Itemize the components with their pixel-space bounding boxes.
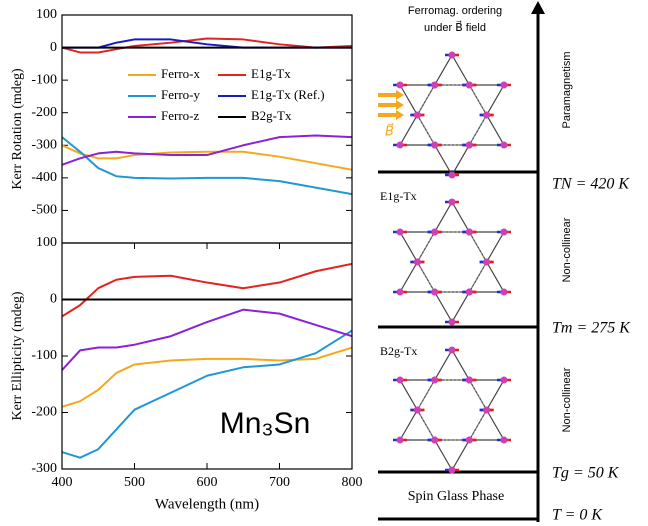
lattice-bond bbox=[417, 380, 486, 440]
phase-label: Spin Glass Phase bbox=[408, 489, 504, 504]
atom bbox=[500, 437, 507, 444]
structure-label: E1g-Tx bbox=[380, 189, 417, 203]
atom bbox=[466, 377, 473, 384]
chart-panel: -300 -200 -100 0 100 400 500 600 700 800 Kerr Elli… bbox=[10, 235, 362, 512]
diagram-title: under B⃗ field bbox=[424, 20, 486, 34]
figure: Ferromag. ordering under B⃗ field Parama… bbox=[0, 0, 648, 526]
series-line bbox=[62, 310, 352, 370]
atom bbox=[449, 172, 456, 179]
y-tick-label: -100 bbox=[31, 72, 57, 87]
x-tick-label: 400 bbox=[52, 475, 73, 490]
atom bbox=[500, 289, 507, 296]
atom bbox=[466, 289, 473, 296]
atom bbox=[431, 229, 438, 236]
atom bbox=[449, 52, 456, 59]
legend-label: Ferro-z bbox=[161, 108, 199, 123]
axis-arrowhead bbox=[531, 1, 545, 14]
atom bbox=[414, 112, 421, 119]
diagram-title: Ferromag. ordering bbox=[408, 5, 502, 17]
atom bbox=[397, 289, 404, 296]
atom bbox=[500, 82, 507, 89]
atom bbox=[431, 437, 438, 444]
atom bbox=[483, 407, 490, 414]
atom bbox=[431, 377, 438, 384]
legend-label: E1g-Tx bbox=[251, 66, 291, 81]
transition-label: TN = 420 K bbox=[552, 176, 630, 193]
y-tick-label: -300 bbox=[31, 138, 57, 153]
lattice-bond bbox=[417, 232, 486, 292]
y-tick-label: -200 bbox=[31, 405, 57, 420]
atom bbox=[449, 347, 456, 354]
legend-label: Ferro-y bbox=[161, 87, 200, 102]
atom bbox=[466, 82, 473, 89]
atom bbox=[397, 437, 404, 444]
atom bbox=[449, 467, 456, 474]
atom bbox=[397, 229, 404, 236]
y-axis-label: Kerr Rotation (mdeg) bbox=[10, 68, 25, 190]
lattice-bond bbox=[400, 55, 504, 145]
legend-label: E1g-Tx (Ref.) bbox=[251, 87, 325, 102]
atom bbox=[431, 142, 438, 149]
x-tick-label: 800 bbox=[342, 475, 363, 490]
atom bbox=[414, 259, 421, 266]
chart-panel: 100 0 -100 -200 -300 -400 -500 Kerr Rotation (m… bbox=[10, 7, 352, 243]
transition-label: T = 0 K bbox=[552, 507, 603, 524]
transition-label: Tm = 275 K bbox=[552, 320, 631, 337]
x-tick-label: 500 bbox=[124, 475, 145, 490]
y-tick-label: -400 bbox=[31, 170, 57, 185]
y-tick-label: 0 bbox=[50, 292, 57, 307]
y-tick-label: 100 bbox=[36, 235, 57, 250]
lattice-bond bbox=[400, 232, 504, 322]
series-line bbox=[62, 137, 352, 194]
y-tick-label: 100 bbox=[36, 7, 57, 22]
y-tick-label: -300 bbox=[31, 461, 57, 476]
atom bbox=[500, 229, 507, 236]
y-tick-label: -200 bbox=[31, 105, 57, 120]
y-axis-label: Kerr Ellipticity (mdeg) bbox=[10, 291, 25, 420]
y-tick-label: -500 bbox=[31, 203, 57, 218]
lattices bbox=[393, 52, 511, 474]
atom bbox=[397, 142, 404, 149]
atom bbox=[500, 142, 507, 149]
series-line bbox=[62, 145, 352, 169]
x-tick-label: 700 bbox=[269, 475, 290, 490]
atom bbox=[431, 82, 438, 89]
legend-label: Ferro-x bbox=[161, 66, 200, 81]
atom bbox=[483, 112, 490, 119]
lattice-bond bbox=[417, 85, 486, 145]
phase-label: Non-collinear bbox=[561, 367, 573, 432]
atom bbox=[500, 377, 507, 384]
lattice-bond bbox=[400, 350, 504, 440]
atom bbox=[449, 319, 456, 326]
lattice-bond bbox=[400, 202, 504, 292]
atom bbox=[414, 407, 421, 414]
phase-label: Non-collinear bbox=[561, 217, 573, 282]
y-tick-label: 0 bbox=[50, 40, 57, 55]
atom bbox=[449, 199, 456, 206]
atom bbox=[466, 142, 473, 149]
atom bbox=[466, 229, 473, 236]
series-line bbox=[62, 264, 352, 317]
field-arrows bbox=[378, 95, 396, 115]
x-tick-label: 600 bbox=[197, 475, 218, 490]
lattice-bond bbox=[400, 85, 504, 175]
x-axis-label: Wavelength (nm) bbox=[155, 496, 259, 512]
structure-label: B2g-Tx bbox=[380, 344, 417, 358]
atom bbox=[466, 437, 473, 444]
atom bbox=[397, 377, 404, 384]
lattice-bond bbox=[400, 380, 504, 470]
annotation: Mn₃Sn bbox=[220, 407, 311, 440]
phase-label: Paramagnetism bbox=[561, 51, 573, 128]
atom bbox=[431, 289, 438, 296]
field-label: B⃗ bbox=[385, 123, 394, 138]
field-arrowheads bbox=[396, 90, 404, 120]
plot-frame bbox=[62, 15, 352, 243]
y-tick-label: -100 bbox=[31, 348, 57, 363]
atom bbox=[397, 82, 404, 89]
transition-label: Tg = 50 K bbox=[552, 465, 620, 482]
atom bbox=[483, 259, 490, 266]
series-line bbox=[62, 136, 352, 165]
legend-label: B2g-Tx bbox=[251, 108, 292, 123]
